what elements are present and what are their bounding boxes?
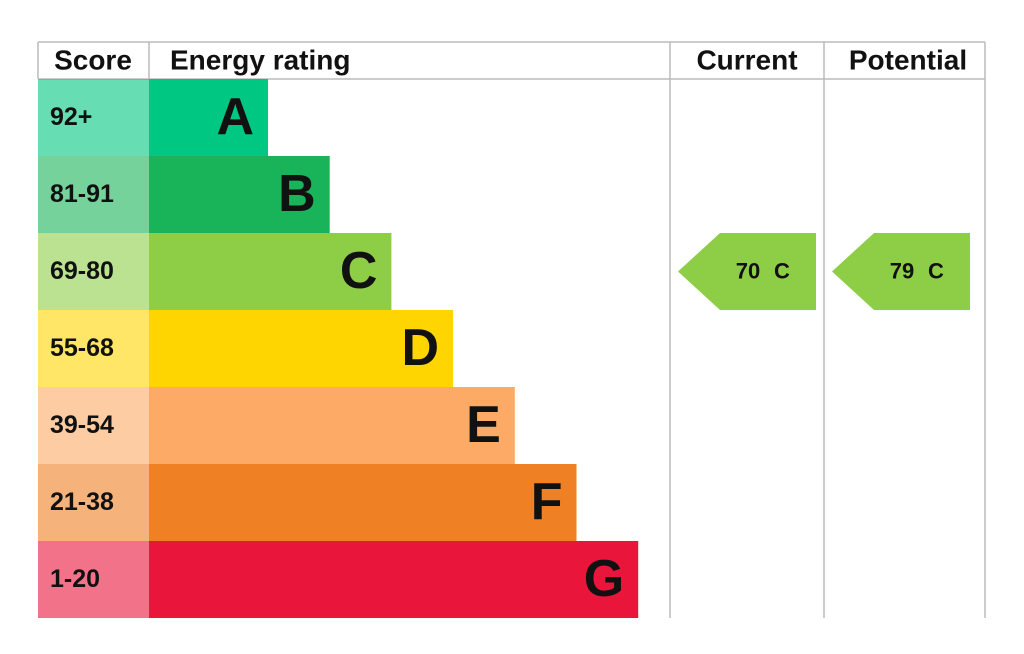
rating-letter: C [340,242,378,300]
score-label: 81-91 [50,180,114,208]
score-cell [38,387,149,464]
score-cell [38,233,149,310]
potential-header: Potential [849,44,967,75]
score-header: Score [54,44,132,75]
score-label: 39-54 [50,411,114,439]
current-rating: C [774,258,790,283]
score-label: 92+ [50,103,92,131]
rating-letter: B [278,165,316,223]
rating-bar [149,310,454,387]
rating-letter: D [402,319,440,377]
score-cell [38,79,149,156]
score-cell [38,310,149,387]
score-label: 69-80 [50,257,114,285]
current-header: Current [696,44,797,75]
score-label: 21-38 [50,488,114,516]
rating-letter: A [216,88,254,146]
rating-bar [149,387,515,464]
score-cell [38,541,149,618]
score-label: 55-68 [50,334,114,362]
rating-letter: F [531,473,563,531]
rating-bar [149,541,639,618]
rating-bar [149,79,268,156]
score-label: 1-20 [50,565,100,593]
potential-arrow [832,233,970,310]
rating-letter: E [466,396,501,454]
score-cell [38,464,149,541]
rating-header: Energy rating [170,44,350,75]
rating-bar [149,233,392,310]
potential-rating: C [928,258,944,283]
current-value: 70 [736,258,760,283]
rating-bar [149,156,330,233]
potential-value: 79 [890,258,914,283]
rating-letter: G [584,550,624,608]
rating-bar [149,464,577,541]
score-cell [38,156,149,233]
current-arrow [678,233,816,310]
